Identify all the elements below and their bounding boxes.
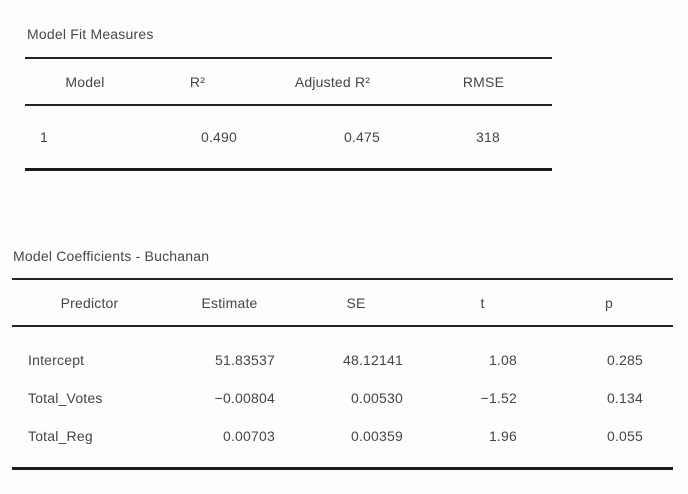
cell-se: 0.00530	[350, 390, 403, 406]
cell-p: 0.055	[606, 428, 643, 444]
model-coefficients-header-row: Predictor Estimate SE t p	[12, 279, 673, 327]
model-fit-table: Model R² Adjusted R² RMSE 1 0.490 0.475 …	[25, 57, 552, 171]
cell-estimate: 51.83537	[215, 352, 275, 368]
column-header-se: SE	[292, 279, 420, 327]
cell-r2: 0.490	[200, 129, 237, 145]
cell-p: 0.134	[606, 390, 643, 406]
column-header-r2: R²	[145, 58, 250, 106]
cell-rmse: 318	[476, 129, 500, 145]
cell-predictor: Total_Reg	[28, 428, 93, 444]
model-fit-section[interactable]: Model Fit Measures Model R² Adjusted R² …	[25, 25, 552, 171]
column-header-t: t	[420, 279, 545, 327]
column-header-p: p	[545, 279, 673, 327]
column-header-model: Model	[25, 58, 145, 106]
cell-se: 0.00359	[350, 428, 403, 444]
model-coefficients-table: Predictor Estimate SE t p Intercept 51.8…	[12, 278, 673, 470]
cell-estimate: −0.00804	[214, 390, 275, 406]
cell-model: 1	[40, 129, 48, 145]
cell-adjusted-r2: 0.475	[343, 129, 380, 145]
cell-t: 1.96	[488, 428, 517, 444]
cell-t: −1.52	[480, 390, 517, 406]
column-header-predictor: Predictor	[12, 279, 167, 327]
column-header-rmse: RMSE	[415, 58, 552, 106]
model-fit-header-row: Model R² Adjusted R² RMSE	[25, 58, 552, 106]
column-header-estimate: Estimate	[167, 279, 292, 327]
table-row-intercept: Intercept 51.83537 48.12141 1.08 0.285	[12, 326, 673, 379]
model-fit-title: Model Fit Measures	[27, 26, 154, 42]
model-coefficients-title: Model Coefficients - Buchanan	[13, 248, 210, 264]
cell-estimate: 0.00703	[222, 428, 275, 444]
cell-p: 0.285	[606, 352, 643, 368]
table-row-total-votes: Total_Votes −0.00804 0.00530 −1.52 0.134	[12, 379, 673, 417]
table-row: 1 0.490 0.475 318	[25, 105, 552, 170]
cell-se: 48.12141	[343, 352, 403, 368]
cell-t: 1.08	[488, 352, 517, 368]
model-coefficients-section[interactable]: Model Coefficients - Buchanan Predictor …	[12, 247, 673, 470]
table-row-total-reg: Total_Reg 0.00703 0.00359 1.96 0.055	[12, 417, 673, 469]
cell-predictor: Intercept	[28, 352, 85, 368]
cell-predictor: Total_Votes	[28, 390, 103, 406]
column-header-adjusted-r2: Adjusted R²	[250, 58, 415, 106]
